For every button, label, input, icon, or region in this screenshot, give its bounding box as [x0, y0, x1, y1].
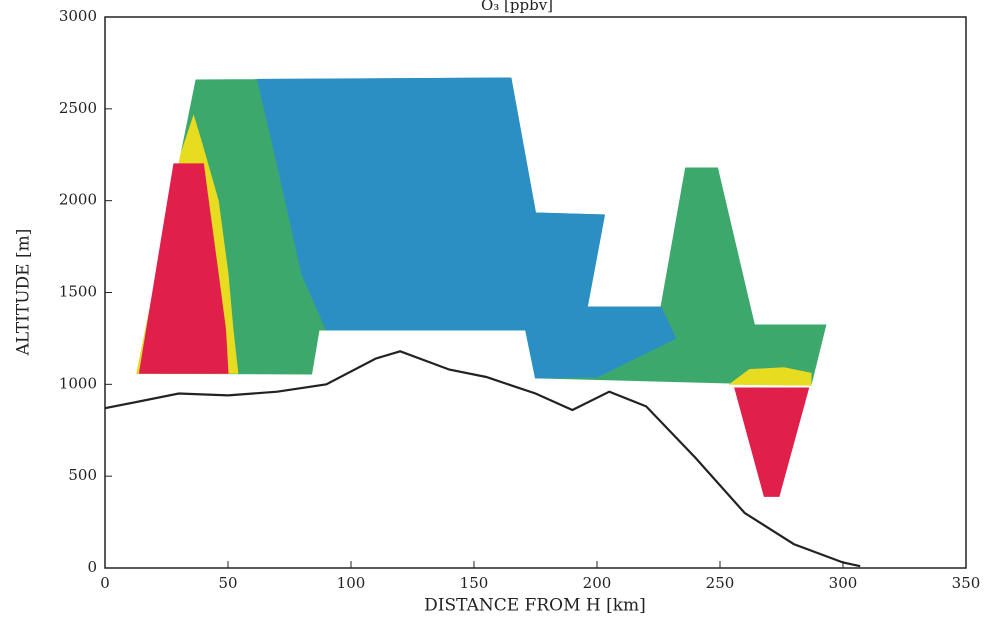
y-tick-label: 3000 — [59, 7, 97, 25]
x-tick-label: 250 — [706, 574, 735, 592]
x-tick-label: 200 — [583, 574, 612, 592]
y-tick-label: 500 — [68, 466, 97, 484]
x-tick-label: 300 — [829, 574, 858, 592]
x-tick-label: 0 — [100, 574, 110, 592]
chart-title: O₃ [ppbv] — [481, 0, 553, 14]
y-tick-label: 1000 — [59, 374, 97, 392]
terrain-line — [104, 350, 861, 568]
sampled-region — [256, 77, 677, 379]
x-tick-label: 350 — [952, 574, 981, 592]
x-axis-title: DISTANCE FROM H [km] — [424, 596, 646, 616]
y-axis-title: ALTITUDE [m] — [14, 229, 34, 357]
y-tick-label: 1500 — [59, 283, 97, 301]
x-tick-label: 100 — [337, 574, 366, 592]
sampled-region — [138, 163, 229, 374]
sampled-region — [734, 387, 810, 497]
x-tick-label: 150 — [460, 574, 489, 592]
x-tick-label: 50 — [218, 574, 237, 592]
y-tick-label: 2000 — [59, 191, 97, 209]
y-tick-label: 2500 — [59, 99, 97, 117]
sampled-region — [728, 367, 812, 386]
y-tick-label: 0 — [87, 558, 97, 576]
